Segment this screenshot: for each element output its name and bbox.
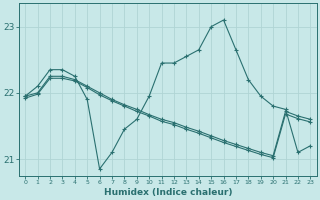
- X-axis label: Humidex (Indice chaleur): Humidex (Indice chaleur): [104, 188, 232, 197]
